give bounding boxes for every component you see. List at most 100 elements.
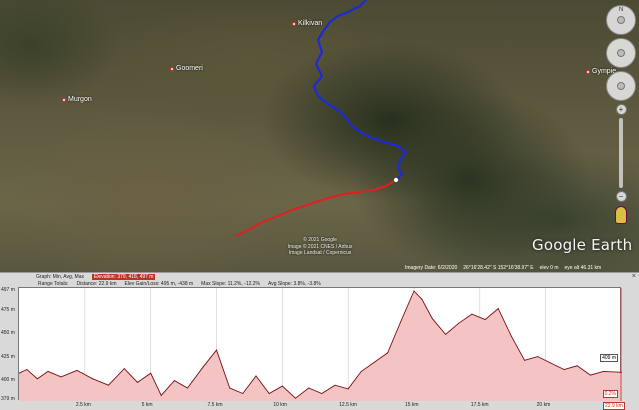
- place-label: Murgon: [68, 96, 92, 103]
- elevation-point: [150, 372, 152, 374]
- map-attribution: © 2021 Google Image © 2021 CNES / Airbus…: [270, 237, 370, 257]
- max-slope: Max Slope: 11.2%, -12.2%: [201, 281, 260, 287]
- elevation-point: [60, 376, 62, 378]
- elevation-point: [524, 359, 526, 361]
- eye-altitude: eye alt 46.31 km: [564, 265, 602, 271]
- cursor-marker: [393, 177, 399, 183]
- x-tick-label: 22.9 km: [603, 402, 625, 410]
- elevation-point: [123, 368, 125, 370]
- cursor-elev: elev 0 m: [539, 265, 559, 271]
- elevation-point: [281, 385, 283, 387]
- elevation-point: [550, 362, 552, 364]
- elevation-area: [19, 291, 622, 401]
- place-murgon[interactable]: Murgon: [62, 96, 92, 103]
- y-tick-label: 379 m: [1, 396, 15, 402]
- cursor-coords: 26°16'28.42" S 152°16'38.97" E: [463, 265, 534, 271]
- elevation-point: [36, 378, 38, 380]
- map-view[interactable]: Kilkivan Goomeri Murgon Gympie © 2021 Go…: [0, 0, 639, 272]
- elevation-point: [308, 387, 310, 389]
- elevation-point: [19, 372, 20, 374]
- elevation-point: [413, 290, 415, 292]
- elevation-point: [137, 381, 138, 383]
- elevation-summary: Elevation: 379, 418, 497 m: [91, 274, 156, 280]
- look-joystick-icon[interactable]: [606, 38, 636, 68]
- elevation-point: [458, 322, 460, 324]
- place-gympie[interactable]: Gympie: [586, 68, 616, 75]
- elevation-point: [537, 356, 539, 358]
- zoom-slider[interactable]: [619, 118, 623, 188]
- elevation-point: [374, 361, 375, 363]
- elevation-point: [563, 369, 565, 370]
- move-joystick-icon[interactable]: [606, 71, 636, 101]
- elevation-point: [603, 370, 605, 372]
- x-tick-label: 20 km: [536, 402, 551, 408]
- cursor-elevation-tag: 409 m: [600, 354, 618, 362]
- elevation-point: [108, 384, 109, 386]
- attribution-line: Image Landsat / Copernicus: [288, 250, 352, 256]
- elevation-point: [431, 318, 433, 320]
- place-goomeri[interactable]: Goomeri: [170, 65, 203, 72]
- elevation-point: [510, 335, 512, 337]
- route-track-blue[interactable]: [312, 0, 408, 181]
- place-label: Goomeri: [176, 65, 203, 72]
- elevation-gain-loss: Elev Gain/Loss: 495 m, -438 m: [124, 281, 194, 287]
- elevation-point: [76, 369, 78, 371]
- elevation-point: [347, 388, 349, 390]
- close-profile-button[interactable]: ×: [631, 273, 636, 280]
- elevation-point: [421, 298, 423, 300]
- place-pin-icon: [170, 66, 174, 71]
- y-tick-label: 475 m: [1, 307, 15, 314]
- x-tick-label: 10 km: [273, 402, 287, 408]
- elevation-point: [387, 352, 389, 354]
- elevation-point: [187, 387, 188, 389]
- place-label: Kilkivan: [298, 20, 323, 27]
- y-tick-label: 400 m: [1, 376, 15, 383]
- elevation-point: [216, 349, 217, 351]
- elevation-point: [173, 380, 175, 382]
- place-pin-icon: [292, 21, 296, 26]
- place-pin-icon: [586, 69, 590, 74]
- zoom-out-icon[interactable]: −: [615, 191, 627, 202]
- profile-header: Graph: Min, Avg, Max Elevation: 379, 418…: [0, 273, 639, 287]
- elevation-point: [26, 369, 28, 370]
- x-tick-label: 5 km: [141, 402, 153, 408]
- x-tick-label: 2.5 km: [75, 402, 91, 408]
- elevation-point: [400, 321, 402, 322]
- elevation-point: [621, 371, 622, 373]
- map-status-bar: Imagery Date: 6/2/2020 26°16'28.42" S 15…: [405, 264, 639, 272]
- compass-icon[interactable]: N: [606, 5, 636, 35]
- distance-total: Distance: 22.9 km: [76, 281, 117, 287]
- zoom-in-icon[interactable]: +: [615, 104, 627, 115]
- graph-label: Graph: Min, Avg, Max: [36, 274, 84, 280]
- elevation-point: [255, 375, 257, 377]
- place-kilkivan[interactable]: Kilkivan: [292, 20, 322, 27]
- elevation-point: [497, 308, 499, 310]
- navigation-controls: N + −: [606, 5, 636, 224]
- avg-slope: Avg Slope: 3.8%, -3.8%: [268, 281, 321, 287]
- elevation-point: [47, 370, 49, 372]
- elevation-point: [589, 374, 591, 376]
- y-tick-label: 497 m: [1, 287, 15, 293]
- street-view-pegman-icon[interactable]: [615, 206, 627, 224]
- y-tick-label: 450 m: [1, 330, 15, 337]
- route-selected-red[interactable]: [235, 179, 397, 237]
- elevation-point: [92, 378, 94, 380]
- elevation-point: [445, 333, 447, 335]
- elevation-point: [334, 384, 336, 386]
- elevation-point: [360, 370, 362, 372]
- elevation-chart-svg: [19, 288, 622, 401]
- route-svg: [235, 0, 408, 237]
- cursor-slope-tag: 0.2%: [602, 390, 618, 398]
- elevation-point: [229, 387, 231, 389]
- place-pin-icon: [62, 97, 66, 102]
- x-tick-label: 15 km: [404, 402, 419, 408]
- attribution-line: Image © 2021 CNES / Airbus: [287, 243, 353, 250]
- elevation-point: [295, 397, 296, 399]
- elevation-point: [576, 365, 578, 367]
- elevation-point: [268, 393, 270, 394]
- elevation-point: [242, 393, 244, 394]
- y-tick-label: 425 m: [1, 353, 15, 360]
- elevation-point: [160, 394, 162, 396]
- elevation-chart[interactable]: 409 m 0.2%: [18, 287, 622, 401]
- imagery-date: Imagery Date: 6/2/2020: [405, 265, 458, 271]
